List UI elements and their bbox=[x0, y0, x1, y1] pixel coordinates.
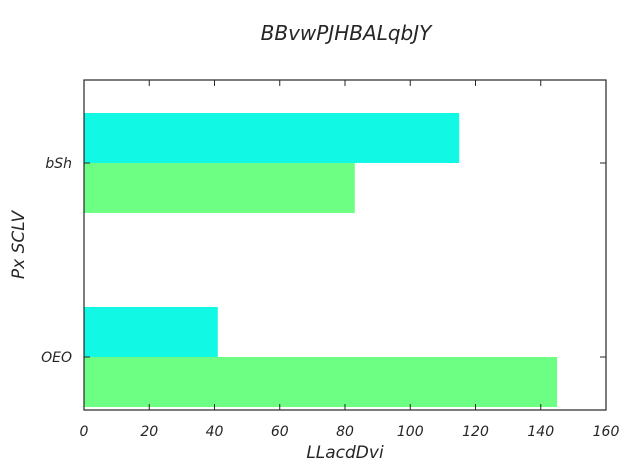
x-tick-label-0: 0 bbox=[80, 424, 89, 440]
x-tick-label-140: 140 bbox=[527, 424, 554, 440]
x-tick-label-60: 60 bbox=[271, 424, 289, 440]
y-tick-label-OEO: OEO bbox=[41, 350, 72, 366]
x-tick-label-80: 80 bbox=[336, 424, 354, 440]
bar-bSh-series-2 bbox=[84, 113, 460, 163]
chart-title: BBvwPJHBALqbJY bbox=[261, 21, 433, 45]
x-tick-label-40: 40 bbox=[206, 424, 224, 440]
x-tick-label-100: 100 bbox=[397, 424, 424, 440]
bar-OEO-series-1 bbox=[84, 357, 558, 407]
x-tick-label-120: 120 bbox=[462, 424, 489, 440]
y-tick-label-bSh: bSh bbox=[45, 156, 72, 172]
y-axis-label: Px SCLV bbox=[9, 210, 29, 280]
bars-group bbox=[84, 113, 558, 407]
y-axis: OEO bSh bbox=[41, 156, 606, 366]
x-axis: 0 20 40 60 80 100 120 140 160 bbox=[80, 80, 620, 440]
bar-OEO-series-2 bbox=[84, 307, 218, 357]
x-axis-label: LLacdDvi bbox=[306, 443, 384, 463]
x-tick-label-160: 160 bbox=[593, 424, 620, 440]
bar-bSh-series-1 bbox=[84, 163, 355, 213]
x-tick-label-20: 20 bbox=[140, 424, 158, 440]
